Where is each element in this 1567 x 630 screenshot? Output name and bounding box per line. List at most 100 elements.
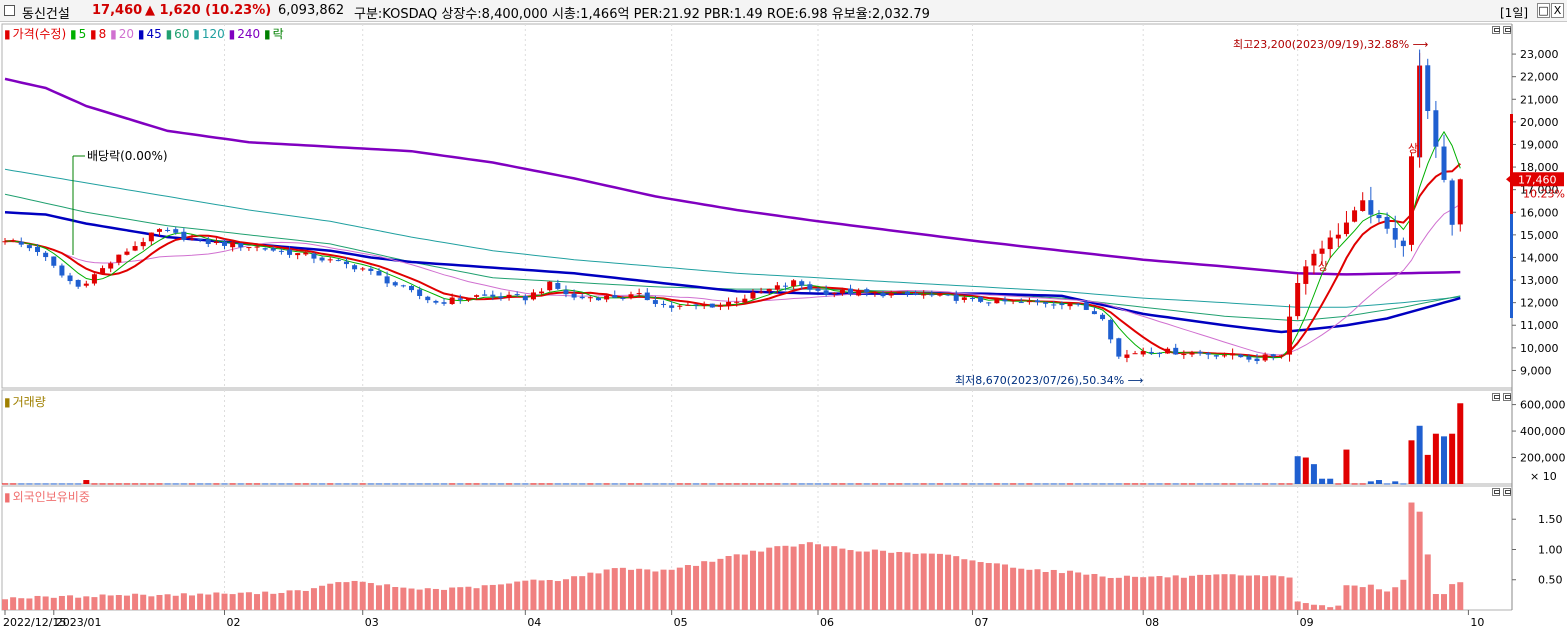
volume-bar [148, 483, 155, 485]
candle-body [709, 303, 715, 308]
foreign-panel-max-icon[interactable] [1503, 488, 1511, 496]
volume-bar [1197, 483, 1204, 485]
foreign-bar [847, 550, 854, 610]
legend-item-ma120[interactable]: ▮ 120 [193, 27, 225, 41]
candle-body [311, 253, 317, 259]
volume-bar [286, 483, 293, 485]
candle-body [1067, 303, 1073, 307]
volume-bar [10, 483, 17, 485]
volume-bar [188, 483, 195, 485]
minimize-button[interactable]: □ [1537, 3, 1550, 18]
volume-bar [1327, 478, 1334, 484]
candle-body [1205, 353, 1211, 355]
price-legend: ▮ 가격(수정) ▮ 5 ▮ 8 ▮ 20 ▮ 45 ▮ 60 ▮ 120 ▮ 240 ▮ 락 [4, 25, 284, 42]
foreign-bar [969, 560, 976, 610]
foreign-panel [1, 485, 1513, 611]
foreign-bar [319, 585, 326, 610]
candle-body [742, 298, 748, 303]
foreign-bar [392, 587, 399, 610]
foreign-bar [2, 599, 8, 610]
candle-body [1083, 302, 1089, 310]
select-checkbox[interactable] [4, 5, 15, 16]
foreign-bar [1107, 577, 1114, 610]
candle-body [1059, 303, 1065, 306]
volume-bar [26, 483, 33, 485]
candle-body [425, 296, 431, 301]
foreign-bar [693, 565, 700, 610]
legend-item-ex-dividend[interactable]: ▮ 락 [263, 27, 284, 41]
candle-body [823, 290, 829, 295]
volume-bar [18, 483, 25, 485]
volume-tick-label: 600,000 [1520, 399, 1566, 412]
foreign-bar [587, 572, 594, 610]
volume-bar [473, 483, 480, 485]
volume-bar [1164, 483, 1171, 485]
volume-bar [782, 483, 789, 485]
price-panel-max-icon[interactable] [1503, 26, 1511, 34]
volume-bar [839, 483, 846, 485]
volume-bar [1343, 449, 1350, 484]
volume-unit-label: × 10 [1530, 470, 1557, 483]
candle-body [67, 275, 73, 282]
volume-bar [644, 483, 651, 485]
legend-item-ma45[interactable]: ▮ 45 [137, 27, 162, 41]
foreign-bar [709, 561, 716, 610]
candle-body [384, 276, 390, 284]
legend-item-ma5[interactable]: ▮ 5 [69, 27, 87, 41]
foreign-bar [1384, 591, 1391, 610]
candle-body [1352, 210, 1358, 222]
volume-panel-min-icon[interactable] [1492, 393, 1500, 401]
foreign-bar [766, 547, 773, 610]
foreign-bar [1001, 564, 1008, 610]
foreign-bar [481, 585, 488, 610]
price-panel [1, 23, 1513, 389]
volume-bar [774, 483, 781, 485]
volume-bar [1302, 457, 1309, 484]
candle-body [530, 292, 536, 300]
foreign-bar [465, 586, 472, 610]
volume-bar [1270, 483, 1277, 485]
period-button[interactable]: [1일] [1500, 6, 1529, 20]
volume-bar [920, 483, 927, 485]
candle-body [1100, 314, 1106, 320]
legend-item-ma240[interactable]: ▮ 240 [228, 27, 261, 41]
volume-tick-label: 200,000 [1520, 452, 1566, 465]
candle-body [661, 303, 667, 305]
stock-info: 구분:KOSDAQ 상장수:8,400,000 시총:1,466억 PER:21… [354, 7, 930, 22]
candle-body [1197, 351, 1203, 354]
volume-bar [294, 483, 301, 485]
volume-bar [847, 483, 854, 485]
volume-bar [741, 483, 748, 485]
candle-body [693, 304, 699, 306]
volume-panel-max-icon[interactable] [1503, 393, 1511, 401]
high-annotation: 최고23,200(2023/09/19),32.88% ⟶ [1233, 38, 1429, 51]
volume-legend[interactable]: ▮ 거래량 [4, 395, 46, 409]
candle-body [929, 294, 935, 296]
foreign-legend[interactable]: ▮ 외국인보유비중 [4, 490, 90, 504]
price-panel-min-icon[interactable] [1492, 26, 1500, 34]
foreign-bar [668, 569, 675, 610]
foreign-bar [1294, 601, 1301, 610]
candle-body [490, 294, 496, 297]
volume-bar [1001, 483, 1008, 485]
candle-body [1457, 179, 1463, 225]
volume-bar [465, 483, 472, 485]
legend-item-ma20[interactable]: ▮ 20 [110, 27, 135, 41]
legend-item-ma8[interactable]: ▮ 8 [90, 27, 107, 41]
volume-bar [766, 483, 773, 485]
foreign-tick-label: 1.00 [1538, 543, 1563, 556]
close-button[interactable]: X [1551, 3, 1564, 18]
foreign-bar [400, 587, 407, 610]
candle-body [1181, 354, 1187, 356]
legend-item-ma60[interactable]: ▮ 60 [165, 27, 190, 41]
candle-body [1173, 347, 1179, 355]
foreign-bar [99, 594, 106, 610]
candle-body [59, 265, 65, 276]
volume-bar [1010, 483, 1017, 485]
foreign-bar [1229, 574, 1236, 610]
candle-body [1035, 300, 1041, 303]
foreign-bar [1213, 574, 1220, 610]
chart-canvas[interactable]: 23,000 22,000 21,000 20,000 19,000 18,000 17,0… [0, 22, 1567, 630]
legend-item-price[interactable]: ▮ 가격(수정) [4, 27, 67, 41]
foreign-panel-min-icon[interactable] [1492, 488, 1500, 496]
